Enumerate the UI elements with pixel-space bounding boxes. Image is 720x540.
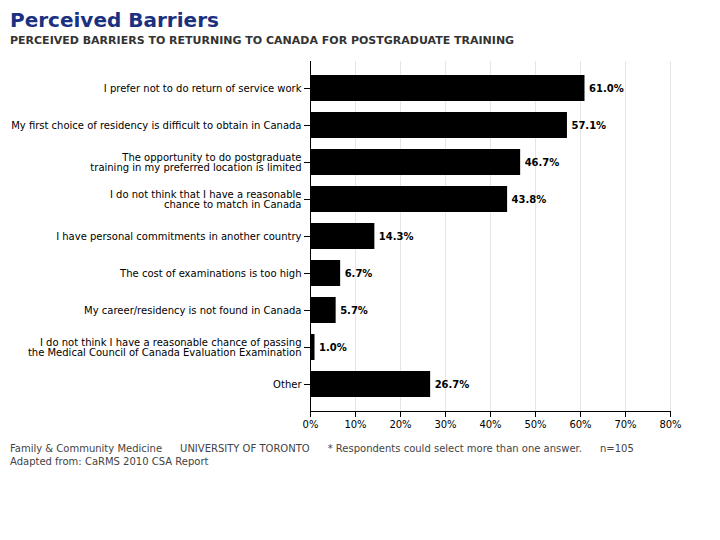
html-text:Adapted from: CaRMS 2010 CSA R: Adapted from: CaRMS 2010 CSA Report [10,456,209,467]
html-text:* Respondents could select mor: * Respondents could select more than one… [327,443,582,454]
svg-text:1.0%: 1.0% [319,342,347,353]
html-text:PERCEIVED BARRIERS TO RETURNIN: PERCEIVED BARRIERS TO RETURNING TO CANAD… [10,34,515,47]
svg-text:14.3%: 14.3% [379,231,414,242]
svg-text:I have personal commitments in: I have personal commitments in another c… [56,231,301,242]
svg-text:70%: 70% [614,419,636,430]
svg-text:The cost of examinations is to: The cost of examinations is too high [119,268,301,279]
svg-text:46.7%: 46.7% [525,157,560,168]
svg-text:20%: 20% [389,419,411,430]
svg-text:The opportunity to do postgrad: The opportunity to do postgraduatetraini… [90,152,301,173]
svg-text:57.1%: 57.1% [571,120,606,131]
svg-text:I do not think that I have a r: I do not think that I have a reasonablec… [110,189,302,210]
svg-text:30%: 30% [434,419,456,430]
svg-text:Other: Other [273,379,302,390]
svg-text:6.7%: 6.7% [345,268,373,279]
svg-text:My career/residency is not fou: My career/residency is not found in Cana… [84,305,301,316]
svg-text:61.0%: 61.0% [589,83,624,94]
svg-text:26.7%: 26.7% [435,379,470,390]
svg-text:43.8%: 43.8% [512,194,547,205]
svg-text:0%: 0% [303,419,319,430]
svg-text:5.7%: 5.7% [340,305,368,316]
html-text:n=105: n=105 [600,443,634,454]
svg-text:10%: 10% [344,419,366,430]
svg-text:60%: 60% [569,419,591,430]
svg-text:80%: 80% [659,419,681,430]
html-text:Perceived Barriers: Perceived Barriers [10,8,219,32]
svg-text:40%: 40% [479,419,501,430]
svg-text:My first choice of residency i: My first choice of residency is difficul… [11,120,301,131]
svg-text:50%: 50% [524,419,546,430]
svg-text:I do not think I have a reason: I do not think I have a reasonable chanc… [28,337,302,358]
html-text:UNIVERSITY OF TORONTO: UNIVERSITY OF TORONTO [180,443,310,454]
html-text:Family & Community Medicine: Family & Community Medicine [10,443,163,454]
svg-text:I prefer not to do return of s: I prefer not to do return of service wor… [104,83,302,94]
